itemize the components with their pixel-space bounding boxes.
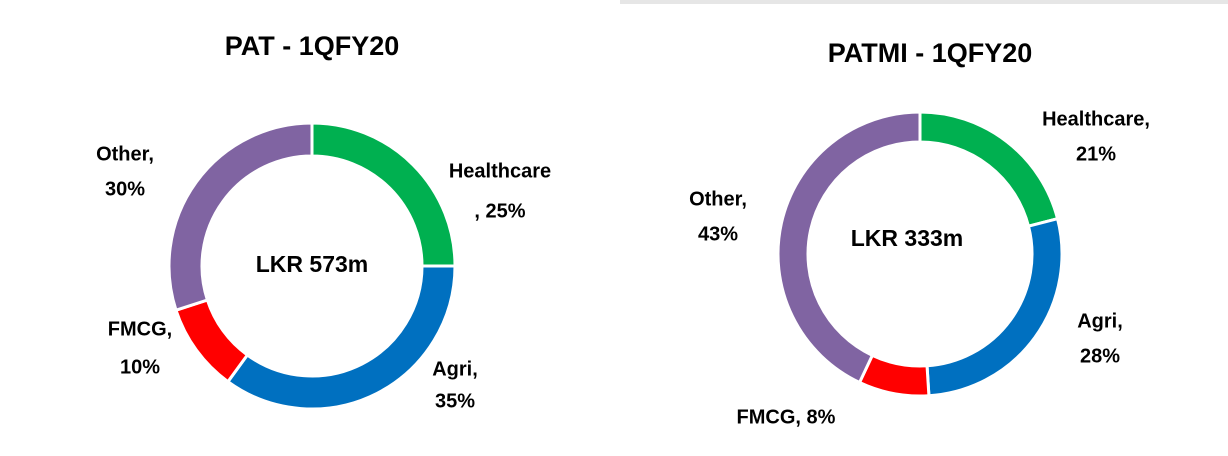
data-label: Other, [96, 143, 154, 165]
data-label: Other, [689, 188, 747, 210]
data-label: Healthcare, [1042, 108, 1150, 130]
data-label: 10% [120, 356, 160, 378]
donut-segment [776, 110, 922, 385]
center-label: LKR 573m [256, 251, 368, 277]
data-label: Agri, [1077, 310, 1123, 332]
data-label: FMCG, 8% [737, 406, 836, 428]
data-label: , 25% [474, 200, 525, 222]
data-label: 35% [435, 390, 475, 412]
data-label: Agri, [432, 358, 478, 380]
data-label: 43% [698, 223, 738, 245]
data-label: 28% [1080, 345, 1120, 367]
data-label: Healthcare [449, 160, 551, 182]
divider [620, 0, 1228, 4]
data-label: FMCG, [108, 318, 172, 340]
chart-title: PATMI - 1QFY20 [828, 38, 1033, 68]
data-label: 30% [105, 178, 145, 200]
data-label: 21% [1076, 143, 1116, 165]
donut-segment [167, 121, 314, 313]
chart-title: PAT - 1QFY20 [225, 31, 400, 61]
center-label: LKR 333m [851, 225, 963, 251]
